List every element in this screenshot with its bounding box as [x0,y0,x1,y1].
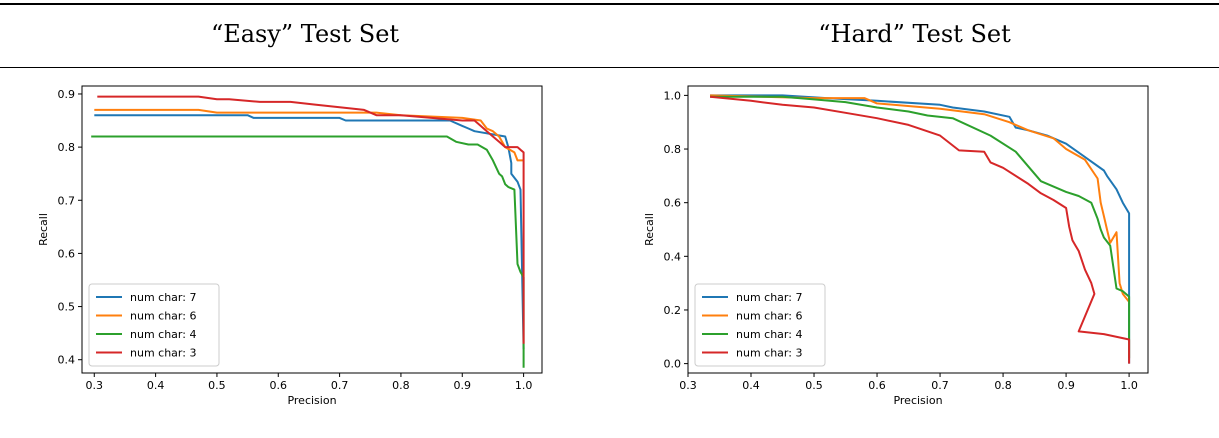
y-tick-label: 0.6 [664,197,682,210]
series-line-2 [91,135,525,368]
x-tick-label: 0.5 [208,379,226,392]
y-tick-label: 0.0 [664,358,682,371]
x-tick-label: 0.9 [1057,379,1075,392]
x-tick-label: 0.4 [742,379,760,392]
legend-label-0: num char: 7 [736,291,802,304]
x-tick-label: 1.0 [515,379,533,392]
x-tick-label: 0.4 [147,379,165,392]
y-tick-label: 0.8 [664,143,682,156]
x-tick-label: 0.7 [931,379,949,392]
y-tick-label: 0.7 [58,194,76,207]
series-line-3 [710,95,1131,364]
hard-test-set-title: “Hard” Test Set [818,20,1011,48]
y-axis-label: Recall [37,213,50,246]
y-tick-label: 0.4 [664,250,682,263]
top-rule [0,3,1219,5]
x-tick-label: 0.8 [392,379,410,392]
x-tick-label: 1.0 [1120,379,1138,392]
x-tick-label: 0.6 [868,379,886,392]
y-tick-label: 1.0 [664,89,682,102]
series-line-1 [94,108,524,162]
legend-label-1: num char: 6 [736,310,802,323]
easy-test-set-title: “Easy” Test Set [210,20,400,48]
x-axis-label: Precision [287,394,336,407]
header-rule [0,67,1219,68]
series-line-1 [710,94,1130,303]
x-tick-label: 0.6 [270,379,288,392]
x-tick-label: 0.3 [679,379,697,392]
series-line-2 [710,95,1131,359]
legend-label-0: num char: 7 [130,291,196,304]
y-tick-label: 0.5 [58,301,76,314]
x-axis-label: Precision [893,394,942,407]
legend-box [88,283,220,367]
axes-frame [81,85,543,374]
x-tick-label: 0.3 [86,379,104,392]
legend-label-3: num char: 3 [130,347,196,360]
legend-label-2: num char: 4 [130,328,196,341]
x-tick-label: 0.8 [994,379,1012,392]
y-tick-label: 0.2 [664,304,682,317]
easy-pr-chart: 0.3 0.4 0.5 0.6 0.7 0.8 0.9 1.0 0.4 0.5 0.6 0.7 0.8 0… [37,85,543,407]
y-tick-label: 0.4 [58,354,76,367]
legend-label-1: num char: 6 [130,310,196,323]
hard-pr-chart: 0.3 0.4 0.5 0.6 0.7 0.8 0.9 1.0 0.0 0.2 0.4 0.6 0.8 1… [643,85,1149,407]
x-tick-label: 0.9 [454,379,472,392]
y-tick-label: 0.6 [58,247,76,260]
series-line-0 [94,114,525,350]
series-line-3 [97,95,525,344]
y-axis-label: Recall [643,213,656,246]
y-tick-label: 0.9 [58,88,76,101]
y-tick-label: 0.8 [58,141,76,154]
legend-label-3: num char: 3 [736,347,802,360]
x-tick-label: 0.5 [805,379,823,392]
legend-box [694,283,826,367]
axes-frame [687,85,1149,374]
x-tick-label: 0.7 [331,379,349,392]
legend-label-2: num char: 4 [736,328,802,341]
